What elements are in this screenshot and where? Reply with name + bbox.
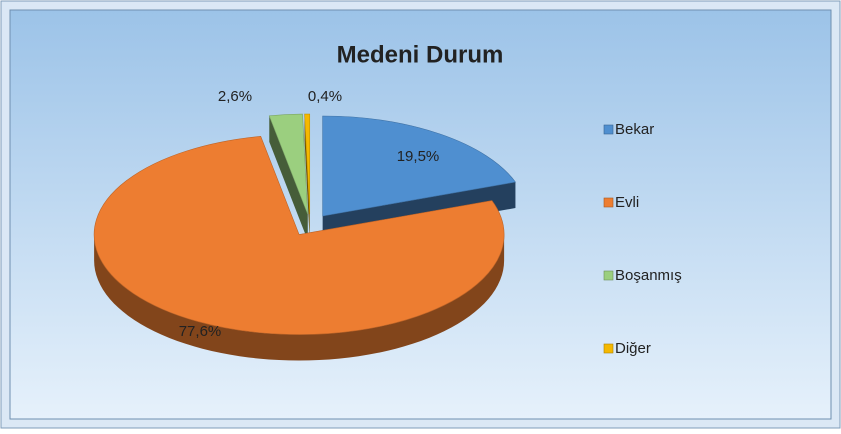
slice — [322, 115, 516, 217]
legend-swatch — [603, 197, 614, 208]
data-label: 19,5% — [397, 148, 440, 165]
data-label: 2,6% — [218, 88, 252, 105]
legend-label: Diğer — [615, 340, 651, 357]
slice — [93, 136, 505, 335]
legend-label: Evli — [615, 194, 639, 211]
legend-label: Bekar — [615, 121, 654, 138]
legend-label: Boşanmış — [615, 267, 682, 284]
slice-side — [304, 114, 310, 241]
slice — [268, 113, 308, 215]
legend-swatch — [603, 343, 614, 354]
data-label: 77,6% — [179, 323, 222, 340]
chart-title: Medeni Durum — [337, 41, 504, 68]
legend-swatch — [603, 270, 614, 281]
slice — [304, 113, 311, 215]
legend-swatch — [603, 124, 614, 135]
slice-wall — [94, 234, 505, 361]
slice-side — [269, 115, 308, 241]
data-label: 0,4% — [308, 88, 342, 105]
